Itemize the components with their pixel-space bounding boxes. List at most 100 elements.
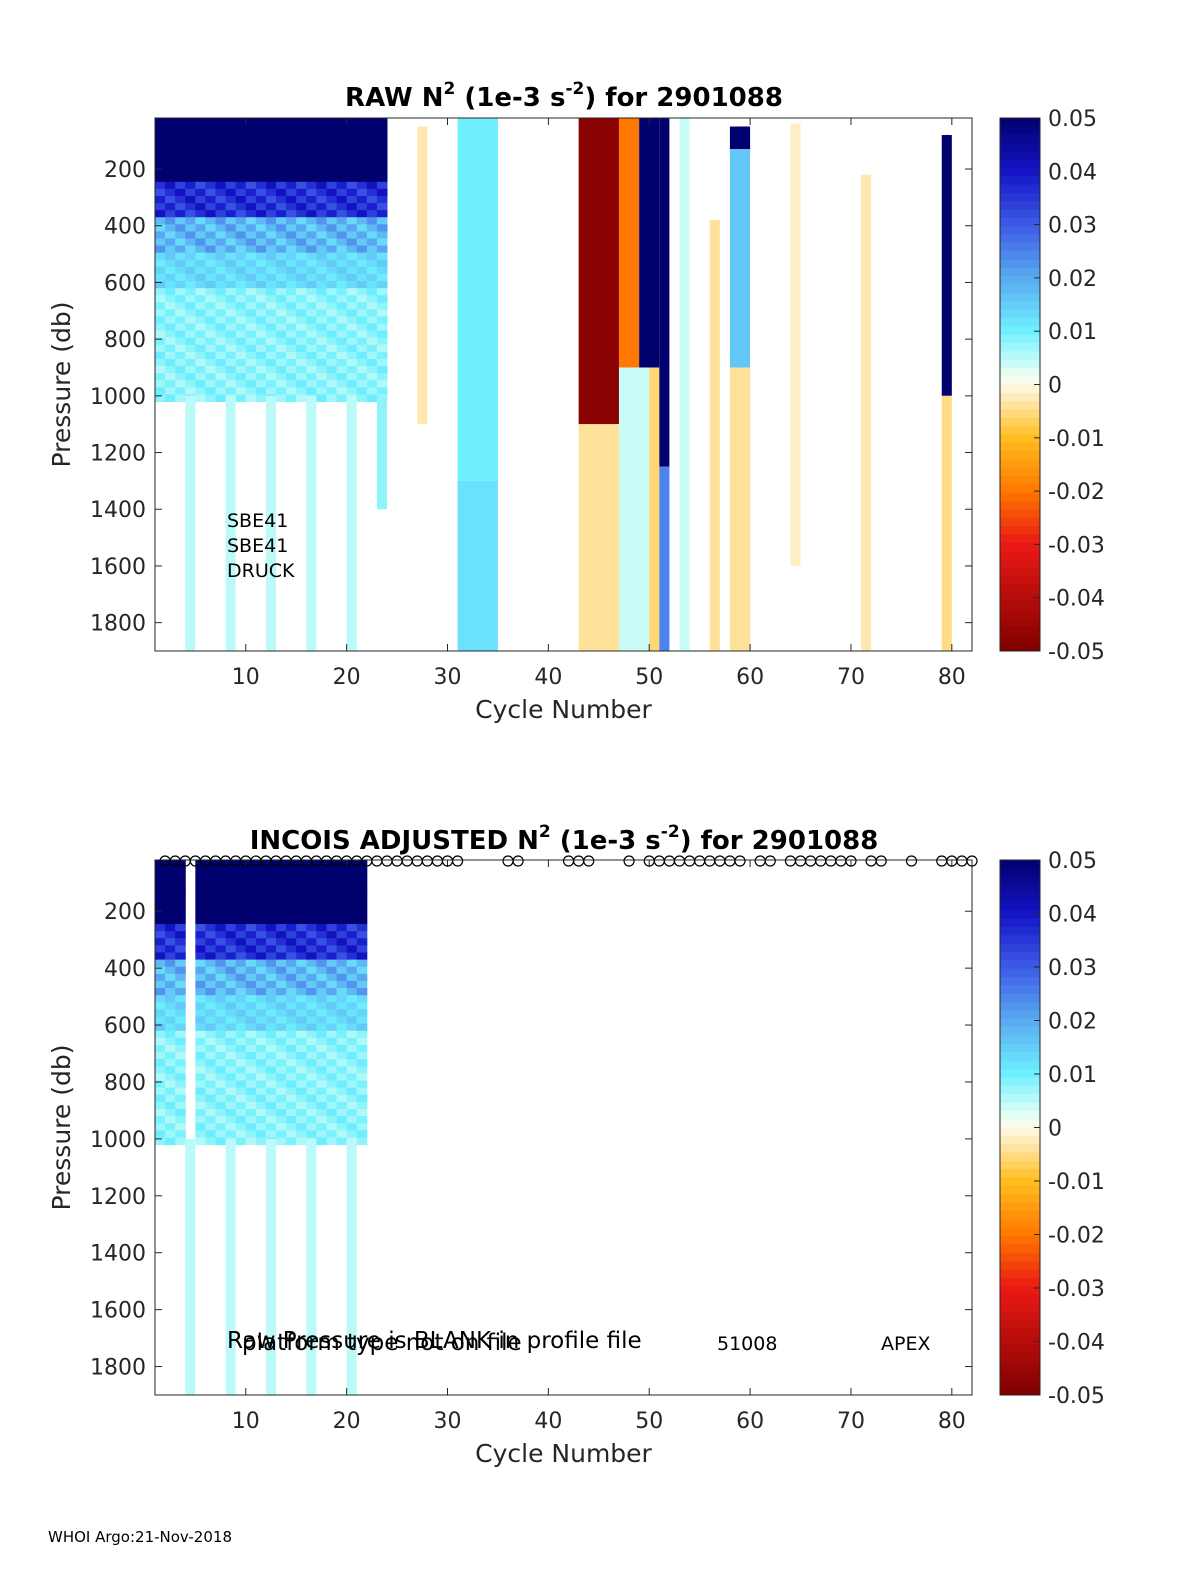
heatmap-cell: [316, 945, 327, 953]
heatmap-cell: [316, 888, 327, 897]
heatmap-cell: [235, 959, 247, 968]
platform-number: 51008: [717, 1333, 777, 1355]
colorbar-tick-label: 0.01: [1048, 320, 1097, 345]
heatmap-cell: [356, 888, 368, 897]
heatmap-cell: [205, 203, 217, 211]
profile-column: [639, 118, 660, 368]
heatmap-cell: [175, 895, 186, 904]
heatmap-cell: [195, 281, 206, 289]
heatmap-cell: [326, 252, 338, 261]
heatmap-cell: [235, 1066, 247, 1074]
heatmap-cell: [276, 210, 287, 218]
heatmap-cell: [165, 330, 176, 339]
heatmap-cell: [356, 966, 368, 975]
heatmap-cell: [276, 139, 287, 147]
heatmap-cell: [296, 132, 307, 140]
heatmap-cell: [326, 373, 338, 381]
heatmap-cell: [255, 945, 267, 953]
heatmap-cell: [276, 266, 287, 275]
heatmap-cell: [255, 387, 267, 395]
heatmap-cell: [276, 924, 287, 932]
heatmap-cell: [235, 266, 247, 275]
heatmap-cell: [276, 146, 287, 154]
heatmap-cell: [245, 273, 257, 282]
heatmap-cell: [215, 195, 227, 204]
heatmap-cell: [346, 160, 358, 169]
heatmap-cell: [165, 938, 176, 946]
heatmap-cell: [306, 1109, 317, 1117]
heatmap-cell: [306, 252, 317, 261]
heatmap-cell: [326, 281, 338, 289]
heatmap-cell: [195, 881, 206, 889]
heatmap-cell: [205, 895, 217, 904]
heatmap-cell: [286, 118, 297, 126]
heatmap-cell: [316, 995, 327, 1003]
heatmap-cell: [326, 160, 338, 169]
colorbar-segment: [1000, 534, 1040, 544]
heatmap-cell: [306, 337, 317, 346]
heatmap-cell: [316, 344, 327, 353]
colorbar-segment: [1000, 642, 1040, 652]
heatmap-cell: [195, 217, 206, 225]
heatmap-cell: [245, 160, 257, 169]
heatmap-cell: [316, 1073, 327, 1082]
heatmap-cell: [225, 1080, 237, 1089]
colorbar-tick-label: 0.01: [1048, 1063, 1097, 1088]
heatmap-cell: [235, 924, 247, 932]
heatmap-cell: [215, 1116, 227, 1124]
heatmap-cell: [195, 1059, 206, 1067]
heatmap-cell: [316, 266, 327, 275]
heatmap-cell: [195, 1094, 206, 1103]
heatmap-cell: [286, 259, 297, 268]
heatmap-cell: [195, 125, 206, 133]
heatmap-cell: [225, 1130, 237, 1138]
heatmap-cell: [356, 1016, 368, 1025]
heatmap-cell: [265, 288, 277, 296]
heatmap-cell: [356, 351, 368, 360]
heatmap-cell: [316, 231, 327, 239]
heatmap-cell: [205, 1066, 217, 1074]
heatmap-cell: [255, 252, 267, 261]
heatmap-cell: [165, 373, 176, 381]
colorbar-segment: [1000, 1177, 1040, 1187]
heatmap-cell: [225, 1087, 237, 1096]
colorbar-segment: [1000, 1277, 1040, 1287]
heatmap-cell: [336, 916, 348, 925]
heatmap-cell: [326, 366, 338, 374]
profile-column: [729, 149, 751, 368]
colorbar-segment: [1000, 459, 1040, 469]
heatmap-cell: [276, 323, 287, 332]
heatmap-cell: [296, 238, 307, 247]
heatmap-cell: [175, 217, 186, 225]
heatmap-cell: [296, 181, 307, 190]
colorbar-segment: [1000, 526, 1040, 535]
heatmap-cell: [165, 295, 176, 303]
heatmap-cell: [155, 245, 166, 254]
heatmap-cell: [336, 153, 348, 162]
heatmap-cell: [316, 1066, 327, 1074]
colorbar-segment: [1000, 1085, 1040, 1095]
heatmap-cell: [205, 973, 217, 982]
heatmap-cell: [165, 139, 176, 147]
heatmap-cell: [316, 1130, 327, 1138]
heatmap-cell: [195, 146, 206, 154]
heatmap-cell: [255, 1052, 267, 1060]
heatmap-cell: [205, 238, 217, 247]
heatmap-cell: [205, 1109, 217, 1117]
heatmap-cell: [235, 945, 247, 953]
heatmap-cell: [286, 1087, 297, 1096]
heatmap-cell: [165, 931, 176, 939]
heatmap-cell: [346, 146, 358, 154]
heatmap-cell: [215, 380, 227, 388]
heatmap-cell: [175, 1080, 186, 1089]
heatmap-cell: [235, 1016, 247, 1025]
colorbar-segment: [1000, 1094, 1040, 1103]
heatmap-cell: [205, 874, 217, 882]
heatmap-cell: [255, 139, 267, 147]
heatmap-cell: [165, 1101, 176, 1110]
heatmap-cell: [155, 373, 166, 381]
colorbar-segment: [1000, 926, 1040, 936]
heatmap-cell: [306, 295, 317, 303]
heatmap-cell: [346, 139, 358, 147]
heatmap-cell: [306, 351, 317, 360]
